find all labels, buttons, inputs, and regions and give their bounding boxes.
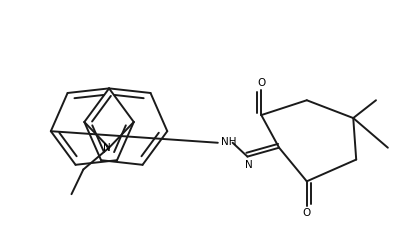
Text: O: O bbox=[302, 208, 310, 218]
Text: N: N bbox=[244, 160, 252, 170]
Text: NH: NH bbox=[220, 137, 236, 147]
Text: O: O bbox=[257, 78, 265, 88]
Text: N: N bbox=[103, 143, 111, 153]
